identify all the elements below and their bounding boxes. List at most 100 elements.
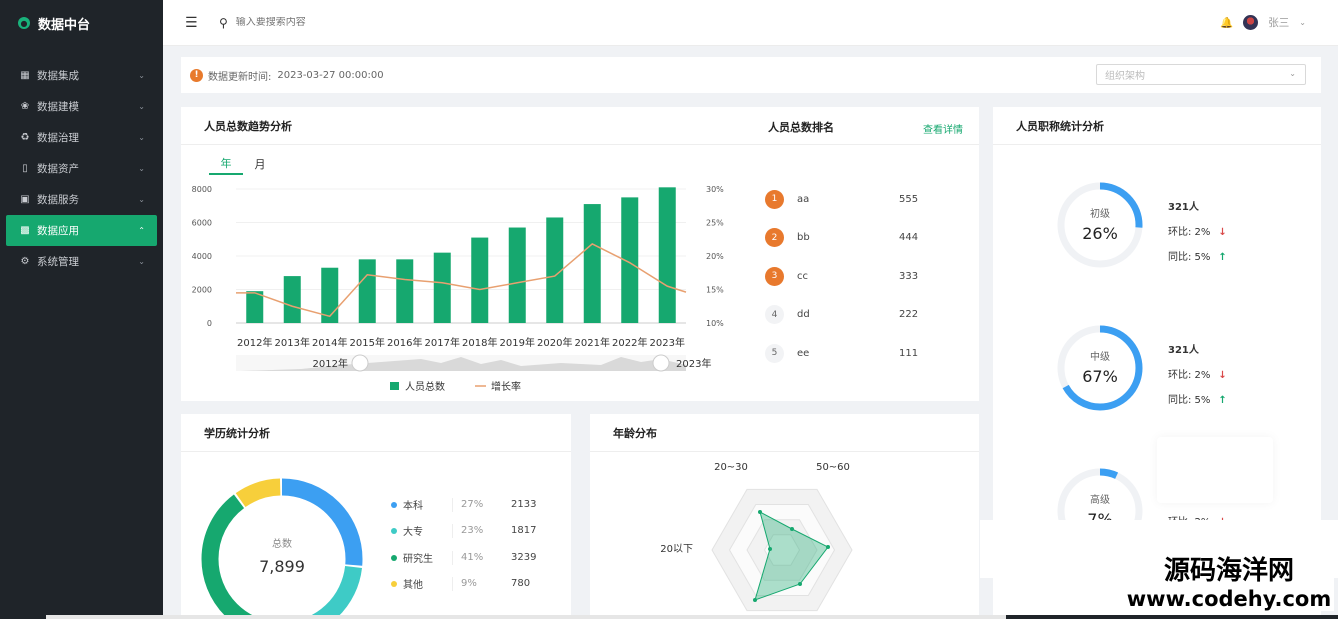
bar [433,252,451,323]
sidebar-item-label: 数据治理 [37,132,79,144]
sidebar-item-2[interactable]: ♻ 数据治理 ⌄ [0,122,163,153]
logo-icon: ● [18,17,30,29]
sidebar-item-0[interactable]: ▦ 数据集成 ⌄ [0,60,163,91]
x-tick-label: 2020年 [537,336,572,349]
rank-value: 222 [899,309,919,321]
ranking-row: 4 dd 222 [765,296,965,335]
edu-center-value: 7,899 [259,557,305,576]
rank-name: cc [797,270,808,282]
sidebar-item-label: 系统管理 [37,256,79,268]
barcode-icon: ▯ [22,163,28,174]
tab-year[interactable]: 年 [209,152,243,175]
sidebar-item-6[interactable]: ⚙ 系统管理 ⌄ [0,246,163,277]
edu-legend-row[interactable]: 其他 9% 780 [391,576,530,591]
chevron-up-icon: ⌃ [138,226,145,235]
age-title: 年龄分布 [590,414,979,452]
rank-value: 111 [899,347,919,359]
watermark-url: www.codehy.com [1126,587,1332,611]
radar-indicator: 20以下 [660,544,693,555]
age-radar: 20~30 50~60 20以下 [660,462,853,612]
recycle-icon: ♻ [20,132,30,143]
ranking-row: 3 cc 333 [765,257,965,296]
arrow-down-icon: ↓ [1218,370,1227,381]
search-input[interactable] [235,17,476,28]
edu-legend-row[interactable]: 大专 23% 1817 [391,523,536,538]
sidebar-item-label: 数据建模 [37,101,79,113]
y-tick-left: 8000 [192,185,212,194]
warning-icon: ! [190,68,203,82]
ring-people: 321人 [1168,345,1199,356]
avatar[interactable] [1243,15,1259,30]
rank-value: 333 [899,270,919,282]
zoom-handle-start [351,354,369,372]
sidebar-item-1[interactable]: ❀ 数据建模 ⌄ [0,91,163,122]
ranking-list: 1 aa 555 2 bb 444 3 cc 333 4 dd 222 5 ee 111 [765,180,965,373]
rank-badge: 1 [765,189,784,209]
age-card: 年龄分布 20~30 50~60 20以下 [590,414,979,619]
update-info-bar: ! 数据更新时间: 2023-03-27 00:00:00 组织架构 ⌄ [181,57,1321,93]
legend-bar-label: 人员总数 [405,380,445,393]
ring-percent: 67% [1082,367,1118,386]
ring-stats-0: 321人 环比: 2% ↓ 同比: 5% ↑ [1168,198,1227,273]
model-icon: ❀ [20,101,30,112]
y-tick-left: 4000 [192,252,212,261]
chevron-down-icon: ⌄ [138,257,145,266]
watermark: 源码海洋网 www.codehy.com [1124,555,1334,611]
x-tick-label: 2016年 [387,336,422,349]
update-time-label: 数据更新时间: [208,71,272,83]
ring-progress [1057,468,1143,554]
view-details-link[interactable]: 查看详情 [923,125,963,136]
rank-badge: 2 [765,228,784,248]
menu-toggle-icon[interactable]: ☰ [185,14,198,31]
y-tick-right: 20% [706,252,724,261]
ring-label: 高级 [1090,493,1110,506]
y-tick-right: 15% [706,286,724,295]
zoom-start-label: 2012年 [313,357,348,370]
radar-indicator: 50~60 [816,462,850,473]
legend-value: 2133 [511,499,537,510]
legend-percent: 23% [452,523,483,538]
rank-name: bb [797,232,810,244]
bar [621,197,639,323]
legend-dot [391,554,397,561]
topbar: ☰ ⚲ 🔔 张三 ⌄ [163,0,1338,46]
trend-tabs: 年 月 [209,152,277,175]
chevron-down-icon: ⌄ [138,164,145,173]
chevron-down-icon: ⌄ [138,102,145,111]
bar [396,259,414,323]
x-tick-label: 2013年 [275,336,310,349]
education-donut: 总数 7,899 [201,478,363,619]
tab-month[interactable]: 月 [254,157,266,171]
title-ring-0: 初级 26% [1057,182,1143,268]
rank-name: dd [797,309,810,321]
chevron-down-icon: ⌄ [1289,69,1296,78]
edu-legend-row[interactable]: 研究生 41% 3239 [391,550,536,565]
x-tick-label: 2017年 [425,336,460,349]
org-select[interactable]: 组织架构 ⌄ [1096,64,1306,85]
sidebar-item-3[interactable]: ▯ 数据资产 ⌄ [0,153,163,184]
rank-badge: 3 [765,266,784,286]
ranking-row: 2 bb 444 [765,219,965,258]
radar-ring [763,534,801,566]
sidebar-item-4[interactable]: ▣ 数据服务 ⌄ [0,184,163,215]
sidebar-item-5[interactable]: ▩ 数据应用 ⌃ [6,215,157,246]
legend-value: 1817 [511,525,537,536]
edu-legend-row[interactable]: 本科 27% 2133 [391,497,536,512]
bar [546,217,564,323]
rank-badge: 4 [765,305,784,325]
user-name[interactable]: 张三 [1268,17,1290,29]
x-tick-label: 2015年 [350,336,385,349]
ranking-title: 人员总数排名 [768,121,834,134]
legend-name: 其他 [403,580,423,591]
chevron-down-icon[interactable]: ⌄ [1299,18,1306,27]
legend-value: 3239 [511,552,537,563]
brand[interactable]: ● 数据中台 [0,0,163,46]
legend-percent: 9% [452,576,477,591]
search-icon[interactable]: ⚲ [219,15,228,30]
bottom-strip [0,615,1338,619]
database-icon: ▦ [20,70,30,81]
radar-point [826,545,830,549]
bell-icon[interactable]: 🔔 [1220,17,1234,29]
radar-point [758,510,762,514]
